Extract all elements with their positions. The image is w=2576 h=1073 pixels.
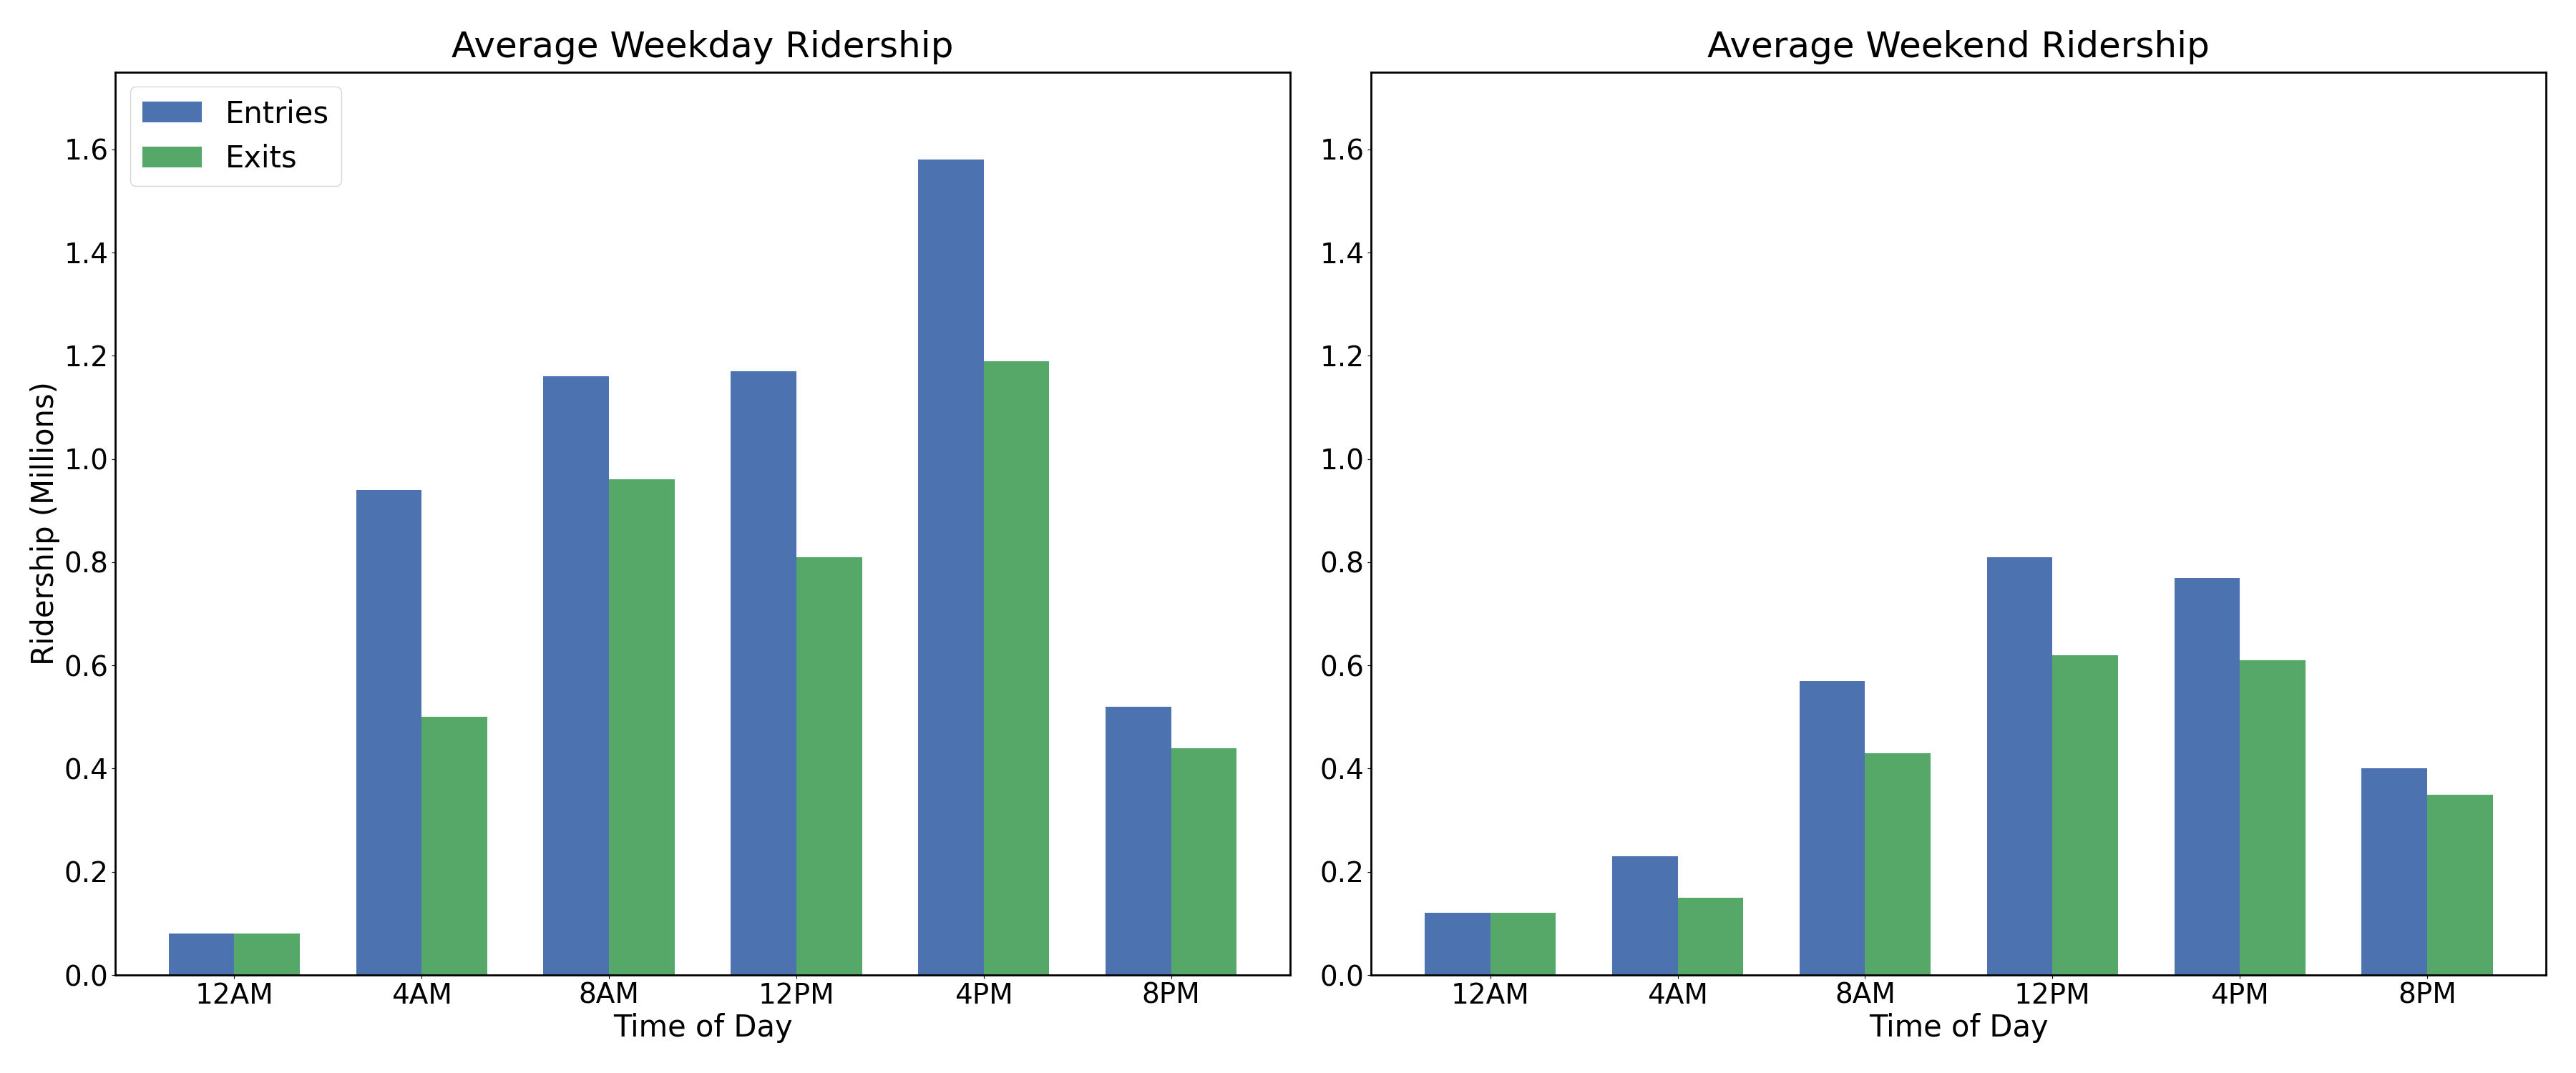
Bar <box>2174 577 2239 975</box>
Bar <box>2427 794 2494 975</box>
Bar <box>1172 748 1236 975</box>
Bar <box>608 480 675 975</box>
X-axis label: Time of Day: Time of Day <box>1870 1013 2048 1043</box>
Bar <box>1492 913 1556 975</box>
Bar <box>422 717 487 975</box>
Title: Average Weekend Ridership: Average Weekend Ridership <box>1708 30 2210 64</box>
Bar <box>234 934 299 975</box>
Bar <box>984 361 1048 975</box>
Bar <box>1425 913 1492 975</box>
Bar <box>1801 681 1865 975</box>
Bar <box>1986 557 2053 975</box>
Bar <box>167 934 234 975</box>
Bar <box>2239 660 2306 975</box>
Title: Average Weekday Ridership: Average Weekday Ridership <box>451 30 953 64</box>
Bar <box>1865 753 1929 975</box>
Bar <box>355 490 422 975</box>
Bar <box>2053 656 2117 975</box>
Bar <box>2362 768 2427 975</box>
X-axis label: Time of Day: Time of Day <box>613 1013 793 1043</box>
Y-axis label: Ridership (Millions): Ridership (Millions) <box>31 382 59 665</box>
Bar <box>732 371 796 975</box>
Bar <box>1105 707 1172 975</box>
Legend: Entries, Exits: Entries, Exits <box>131 87 343 186</box>
Bar <box>1677 898 1744 975</box>
Bar <box>544 377 608 975</box>
Bar <box>1613 856 1677 975</box>
Bar <box>796 557 863 975</box>
Bar <box>917 160 984 975</box>
